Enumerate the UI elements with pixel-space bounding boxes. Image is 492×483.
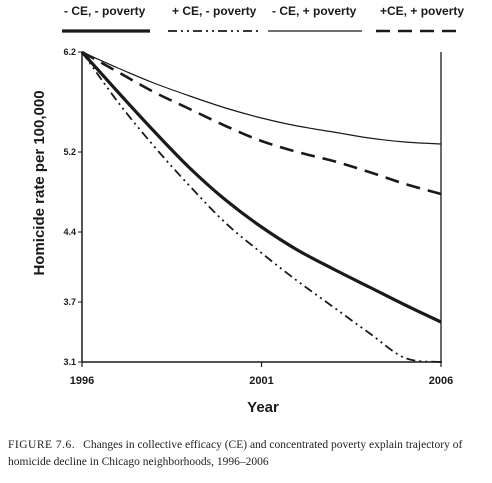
x-axis-title: Year	[247, 399, 279, 416]
y-tick-label: 3.1	[63, 357, 76, 367]
series-line	[81, 50, 442, 196]
x-tick-label: 2001	[249, 375, 273, 387]
legend-label: +CE, + poverty	[380, 4, 464, 18]
y-tick-label: 4.4	[63, 227, 76, 237]
series-line	[81, 51, 442, 145]
legend-label: - CE, - poverty	[64, 4, 146, 18]
series-lines	[80, 50, 442, 363]
figure-label: FIGURE 7.6.	[8, 439, 76, 451]
x-ticks: 1996 2001 2006	[70, 362, 453, 387]
y-tick-label: 3.7	[63, 297, 76, 307]
caption-text: Changes in collective efficacy (CE) and …	[8, 439, 463, 468]
y-axis-title: Homicide rate per 100,000	[31, 90, 48, 275]
x-tick-label: 1996	[70, 375, 94, 387]
y-tick-label: 5.2	[63, 147, 76, 157]
legend-label: + CE, - poverty	[172, 4, 257, 18]
chart-axes	[81, 52, 442, 363]
y-tick-label: 6.2	[63, 47, 76, 57]
series-line	[81, 51, 442, 363]
y-ticks: 6.2 5.2 4.4 3.7 3.1	[63, 47, 82, 367]
chart-legend: - CE, - poverty + CE, - poverty - CE, + po…	[62, 4, 464, 33]
x-tick-label: 2006	[429, 375, 453, 387]
legend-label: - CE, + poverty	[272, 4, 357, 18]
series-line	[80, 50, 442, 324]
figure-caption: FIGURE 7.6. Changes in collective efficac…	[8, 437, 488, 471]
